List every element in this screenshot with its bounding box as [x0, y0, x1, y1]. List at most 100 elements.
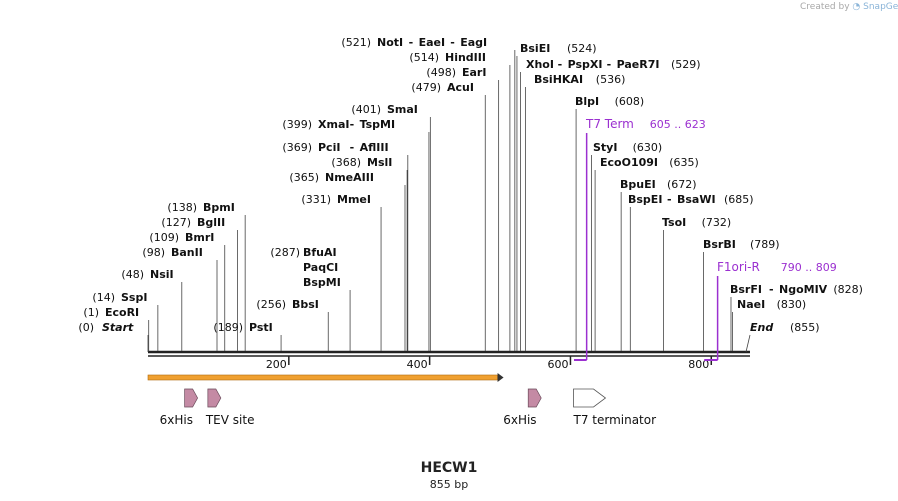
site-name-separator: -: [350, 141, 355, 154]
site-position-label: (98): [142, 246, 165, 259]
site-position-label: (630): [633, 141, 663, 154]
site-name-noti: NotI: [377, 36, 403, 49]
start-position-label: (0): [78, 321, 94, 334]
site-name-bsrfi: BsrFI: [730, 283, 762, 296]
site-position-label: (608): [615, 95, 645, 108]
end-position-label: (855): [790, 321, 820, 334]
site-position-label: (365): [289, 171, 319, 184]
site-name-ecori: EcoRI: [105, 306, 139, 319]
site-name-ngomiv: NgoMIV: [779, 283, 828, 296]
site-name-blpi: BlpI: [575, 95, 599, 108]
site-position-label: (399): [282, 118, 312, 131]
site-name-separator: -: [667, 193, 672, 206]
site-name-separator: -: [769, 283, 774, 296]
site-name-ecoo109i: EcoO109I: [600, 156, 658, 169]
orf-arrowhead: [497, 373, 504, 382]
sequence-title: HECW1: [420, 460, 478, 476]
site-position-label: (524): [567, 42, 597, 55]
site-name-bsrbi: BsrBI: [703, 238, 736, 251]
site-name-hindiii: HindIII: [445, 51, 486, 64]
primer-range-label: 605 .. 623: [650, 118, 706, 131]
axis-tick-label: 800: [688, 358, 709, 371]
start-label: Start: [102, 321, 134, 334]
site-position-label: (529): [671, 58, 701, 71]
site-name-separator: -: [607, 58, 612, 71]
feature-label: TEV site: [205, 413, 255, 427]
feature-label: T7 terminator: [572, 413, 656, 427]
primer-range-label: 790 .. 809: [781, 261, 837, 274]
site-position-label: (14): [92, 291, 115, 304]
site-position-label: (369): [282, 141, 312, 154]
site-name-xmai: XmaI: [318, 118, 349, 131]
snapgene-credit: Created by ◔ SnapGene: [800, 2, 898, 12]
site-name-tsoi: TsoI: [662, 216, 686, 229]
end-leader-line: [745, 334, 751, 353]
site-position-label: (401): [351, 103, 381, 116]
site-position-label: (331): [301, 193, 331, 206]
site-position-label: (479): [411, 81, 441, 94]
site-name-eari: EarI: [462, 66, 486, 79]
site-position-label: (672): [667, 178, 697, 191]
site-name-afliii: AflIII: [360, 141, 389, 154]
site-name-banii: BanII: [171, 246, 203, 259]
site-name-separator: -: [450, 36, 455, 49]
site-position-label: (521): [341, 36, 371, 49]
site-name-msli: MslI: [367, 156, 392, 169]
site-position-label: (138): [167, 201, 197, 214]
site-name-styi: StyI: [593, 141, 617, 154]
site-position-label: (256): [256, 298, 286, 311]
site-position-label: (127): [161, 216, 191, 229]
site-name-smai: SmaI: [387, 103, 418, 116]
feature-label: 6xHis: [160, 413, 193, 427]
site-position-label: (48): [121, 268, 144, 281]
site-name-pcii: PciI: [318, 141, 340, 154]
site-position-label: (1): [83, 306, 99, 319]
site-name-mmei: MmeI: [337, 193, 371, 206]
axis-tick-label: 600: [547, 358, 568, 371]
site-position-label: (830): [777, 298, 807, 311]
tag-arrow-tev-site: [207, 388, 222, 408]
site-name-sspi: SspI: [121, 291, 147, 304]
site-name-bsawi: BsaWI: [677, 193, 716, 206]
site-position-label: (189): [213, 321, 243, 334]
site-position-label: (685): [724, 193, 754, 206]
tag-arrow-6xhis: [184, 388, 199, 408]
credit-prefix: Created by: [800, 2, 850, 12]
tag-arrow-6xhis: [527, 388, 542, 408]
site-name-bpmi: BpmI: [203, 201, 235, 214]
site-position-label: (109): [149, 231, 179, 244]
site-name-paer7i: PaeR7I: [617, 58, 660, 71]
site-name-paqci: PaqCI: [303, 261, 338, 274]
site-name-tspmi: TspMI: [360, 118, 396, 131]
site-position-label: (498): [426, 66, 456, 79]
site-name-pspxi: PspXI: [568, 58, 603, 71]
site-position-label: (789): [750, 238, 780, 251]
feature-label: 6xHis: [503, 413, 536, 427]
site-position-label: (732): [702, 216, 732, 229]
site-name-bsihkai: BsiHKAI: [534, 73, 583, 86]
sequence-length: 855 bp: [429, 478, 469, 491]
site-name-eaei: EaeI: [419, 36, 446, 49]
site-name-bspei: BspEI: [628, 193, 662, 206]
site-name-bglii: BglII: [197, 216, 225, 229]
site-name-bspmi: BspMI: [303, 276, 341, 289]
site-name-separator: -: [558, 58, 563, 71]
site-name-bpuei: BpuEI: [620, 178, 656, 191]
site-position-label: (514): [409, 51, 439, 64]
site-name-eagi: EagI: [460, 36, 487, 49]
site-position-label: (635): [669, 156, 699, 169]
site-name-bbsi: BbsI: [292, 298, 319, 311]
site-position-label: (368): [331, 156, 361, 169]
site-position-label: (287): [270, 246, 300, 259]
site-name-nsii: NsiI: [150, 268, 174, 281]
site-name-naei: NaeI: [737, 298, 765, 311]
primer-label: F1ori-R: [717, 260, 760, 274]
axis-tick-label: 400: [407, 358, 428, 371]
terminator-arrow: [573, 388, 607, 408]
site-name-bfuai: BfuAI: [303, 246, 337, 259]
end-label: End: [750, 321, 773, 334]
site-name-bsiei: BsiEI: [520, 42, 550, 55]
site-name-xhoi: XhoI: [526, 58, 554, 71]
orf-bar: [147, 374, 498, 381]
